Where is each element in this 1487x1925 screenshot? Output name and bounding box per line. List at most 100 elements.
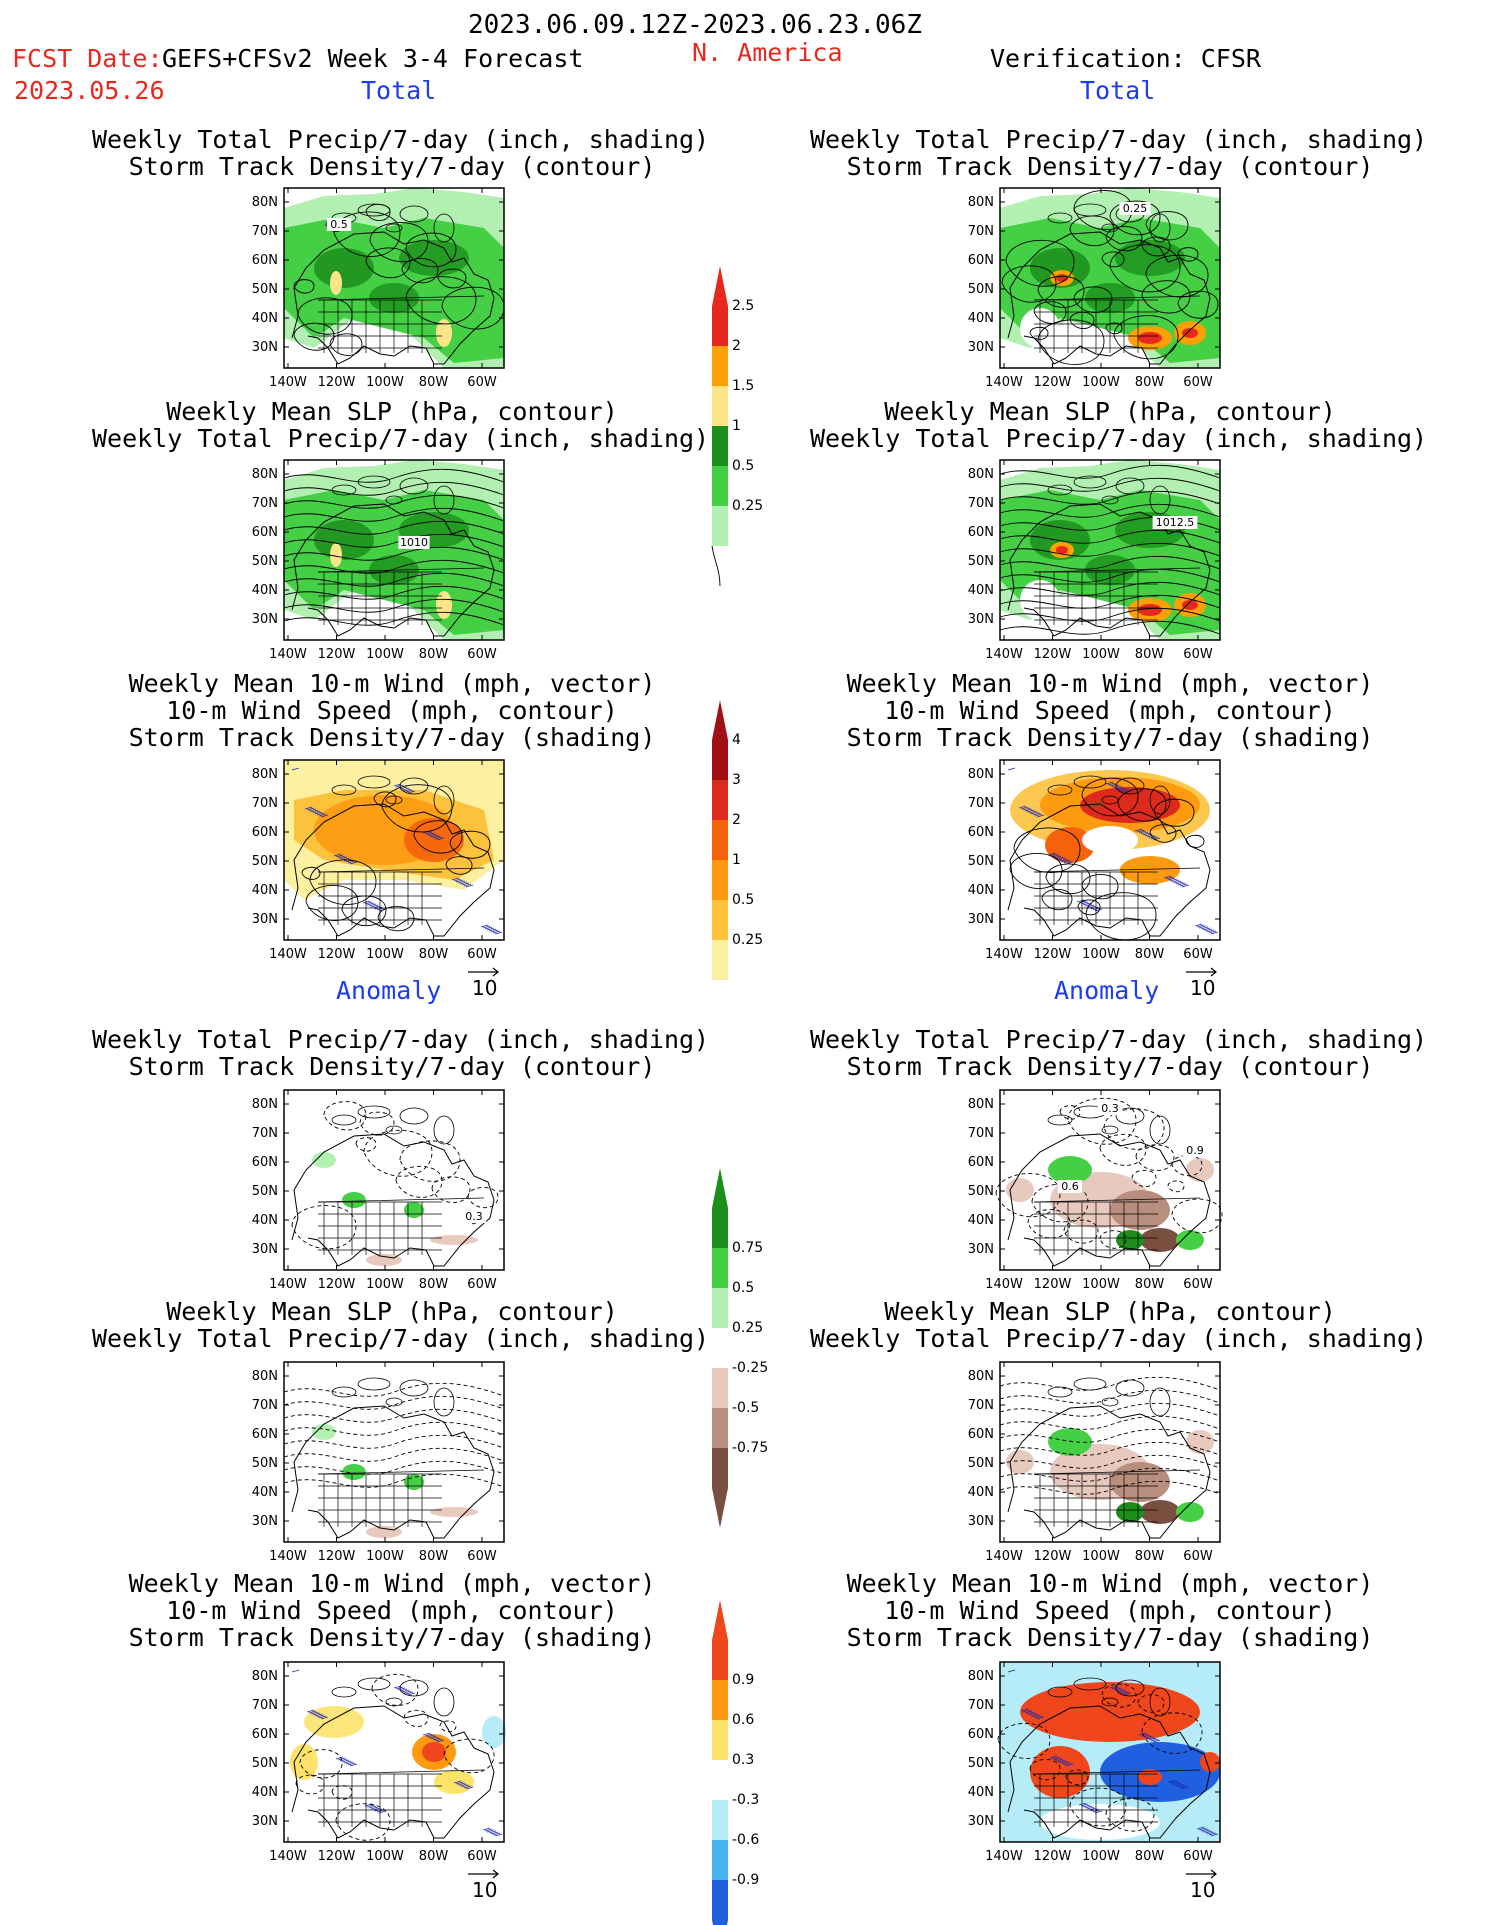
lat-tick-label: 70N — [252, 796, 278, 811]
shade-blob — [1140, 1500, 1180, 1524]
map-frame — [999, 759, 1221, 941]
lon-tick-label: 120W — [1034, 647, 1072, 662]
map-frame — [283, 1361, 505, 1543]
lon-tick-label: 80W — [1135, 947, 1165, 962]
label-bg — [1119, 202, 1151, 215]
lat-tick-label: 50N — [252, 854, 278, 869]
lat-tick-label: 60N — [252, 1727, 278, 1742]
shade-blob — [430, 1507, 478, 1517]
lat-tick-label: 70N — [252, 224, 278, 239]
contour-label: 0.3 — [465, 1210, 483, 1223]
shade-blob — [1048, 1428, 1092, 1456]
lon-tick-label: 100W — [1082, 1549, 1120, 1564]
lat-tick-label: 30N — [252, 912, 278, 927]
colorbar-label: 1 — [732, 418, 741, 434]
lat-tick-label: 40N — [252, 883, 278, 898]
fcst-label: FCST Date: — [12, 44, 163, 73]
lat-tick-label: 70N — [252, 496, 278, 511]
lat-tick-label: 60N — [252, 525, 278, 540]
shade-blob — [1186, 1430, 1214, 1454]
colorbar-band — [712, 940, 728, 980]
lon-tick-label: 120W — [318, 1549, 356, 1564]
shade-blob — [1110, 1190, 1170, 1230]
lat-tick-label: 70N — [252, 1398, 278, 1413]
lat-tick-label: 80N — [968, 767, 994, 782]
lon-tick-label: 60W — [467, 947, 497, 962]
lon-tick-label: 140W — [985, 375, 1023, 390]
lon-tick-label: 100W — [1082, 1277, 1120, 1292]
map-verification-anomaly-wind: 80N 70N 60N 50N 40N 30N 140W 120W 100W 80W 60W — [968, 1661, 1221, 1864]
wind-vectors — [291, 1669, 503, 1837]
shade-blob — [1138, 332, 1162, 344]
state-borders — [317, 567, 485, 625]
label-bg — [1182, 1144, 1208, 1157]
lon-tick-label: 120W — [318, 647, 356, 662]
state-borders — [317, 1197, 485, 1255]
shade-blob — [1115, 240, 1185, 276]
lon-tick-label: 100W — [366, 1549, 404, 1564]
label-bg — [398, 536, 430, 549]
title-fc-anom-wind: Weekly Mean 10-m Wind (mph, vector) 10-m … — [128, 1569, 656, 1652]
lon-tick-label: 80W — [1135, 1277, 1165, 1292]
lat-tick-label: 80N — [252, 195, 278, 210]
lon-tick-label: 80W — [419, 647, 449, 662]
colorbar-band — [712, 1328, 728, 1368]
state-borders — [317, 1769, 485, 1827]
arctic-islands — [331, 1105, 455, 1145]
vector-ref-fc-anom: 10 — [468, 1868, 508, 1908]
lat-tick-label: 60N — [252, 825, 278, 840]
lat-tick-label: 80N — [252, 1369, 278, 1384]
lon-tick-label: 60W — [467, 1549, 497, 1564]
lat-tick-label: 60N — [252, 1155, 278, 1170]
lon-tick-label: 120W — [318, 1849, 356, 1864]
lat-tick-label: 60N — [968, 253, 994, 268]
lon-tick-label: 120W — [318, 375, 356, 390]
vector-ref-ver-anom: 10 — [1186, 1868, 1226, 1908]
colorbar-band — [712, 780, 728, 820]
shade-blob — [314, 520, 374, 560]
lat-tick-label: 50N — [968, 554, 994, 569]
map-frame — [283, 1089, 505, 1271]
state-borders — [1033, 1197, 1201, 1255]
lon-tick-label: 140W — [985, 947, 1023, 962]
arctic-islands — [331, 1677, 455, 1717]
shade-blob — [1056, 546, 1068, 554]
lon-tick-label: 140W — [269, 947, 307, 962]
map-frame — [283, 759, 505, 941]
shade-blob — [1100, 1742, 1220, 1802]
colorbar-band — [712, 860, 728, 900]
shade-blob — [1138, 604, 1162, 616]
lat-tick-label: 60N — [968, 825, 994, 840]
map-forecast-anomaly-slp: 80N 70N 60N 50N 40N 30N 140W 120W 100W 80W 60W — [252, 1361, 505, 1564]
arctic-islands — [331, 475, 455, 515]
shade-blob — [1082, 826, 1138, 854]
lat-tick-label: 40N — [968, 1785, 994, 1800]
lat-tick-label: 30N — [968, 912, 994, 927]
lon-tick-label: 60W — [1183, 1277, 1213, 1292]
title-fc-total-precip: Weekly Total Precip/7-day (inch, shading… — [92, 125, 710, 181]
colorbar-label: 4 — [732, 732, 741, 748]
map-forecast-total-slp: 80N 70N 60N 50N 40N 30N 140W 120W 100W 80W 60W 1010 — [252, 459, 505, 662]
lat-tick-label: 30N — [968, 1514, 994, 1529]
shade-blob — [1030, 248, 1090, 288]
colorbar-band — [712, 1760, 728, 1800]
map-frame — [999, 459, 1221, 641]
colorbar-band — [712, 1840, 728, 1880]
lat-tick-label: 60N — [968, 1155, 994, 1170]
lat-tick-label: 30N — [252, 340, 278, 355]
lat-tick-label: 60N — [968, 525, 994, 540]
lat-tick-label: 30N — [968, 340, 994, 355]
colorbar-band — [712, 820, 728, 860]
label-bg — [1152, 516, 1198, 529]
shade-blob — [1116, 1230, 1144, 1250]
contour-label: 1010 — [400, 536, 428, 549]
lon-tick-label: 100W — [366, 647, 404, 662]
lon-tick-label: 140W — [269, 647, 307, 662]
label-bg — [461, 1210, 487, 1223]
lon-tick-label: 140W — [985, 1277, 1023, 1292]
arctic-islands — [331, 775, 455, 815]
shade-blob — [399, 240, 469, 276]
title-ver-total-slp: Weekly Mean SLP (hPa, contour) Weekly Tot… — [810, 397, 1428, 453]
lat-tick-label: 80N — [968, 195, 994, 210]
shade-blob — [1006, 1450, 1034, 1474]
